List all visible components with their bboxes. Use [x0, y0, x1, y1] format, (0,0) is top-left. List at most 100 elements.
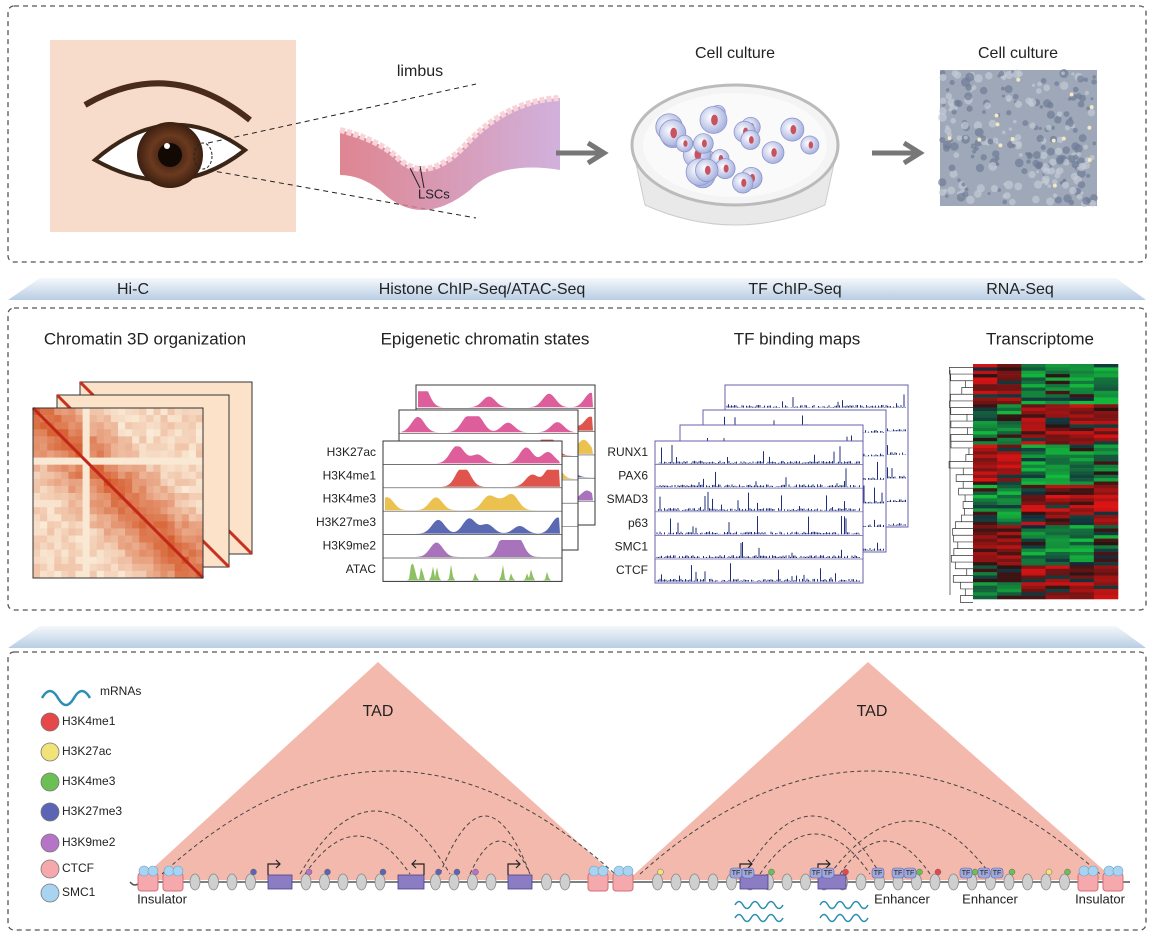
hic-cell: [132, 528, 140, 536]
photo-cell: [945, 93, 953, 100]
expression-cell: [997, 407, 1022, 412]
hic-cell: [103, 507, 112, 515]
expression-cell: [1045, 424, 1070, 429]
expression-cell: [997, 424, 1022, 429]
hic-cell: [132, 443, 140, 451]
gene: [397, 874, 425, 890]
expression-cell: [1093, 444, 1119, 449]
hic-cell: [195, 422, 204, 430]
expression-cell: [1045, 454, 1070, 459]
histone-mark: [305, 868, 313, 876]
nucleosome: [781, 873, 793, 891]
expression-cell: [1021, 421, 1046, 425]
hic-cell: [167, 549, 175, 558]
hic-cell: [160, 521, 168, 529]
photo-cell: [1052, 193, 1058, 198]
expression-cell: [1069, 377, 1095, 382]
photo-cell: [1046, 110, 1056, 119]
histone-mark: [435, 868, 442, 876]
hic-cell: [188, 478, 197, 487]
panel-box: [7, 651, 1147, 931]
tf-label: TF: [894, 870, 903, 877]
expression-cell: [1069, 451, 1095, 455]
photo-cell: [1056, 136, 1064, 143]
expression-cell: [1093, 535, 1119, 539]
hic-cell: [33, 415, 41, 423]
hic-cell: [146, 436, 154, 444]
hic-cell: [167, 485, 175, 494]
nucleus: [808, 141, 814, 149]
expression-cell: [1021, 582, 1046, 586]
photo-cell: [950, 142, 959, 151]
tf-signal: [656, 468, 860, 488]
expression-cell: [1045, 394, 1070, 398]
expression-cell: [1045, 565, 1070, 570]
hic-cell: [54, 443, 62, 451]
nucleosome: [855, 873, 867, 891]
hic-cell: [61, 507, 69, 515]
hic-cell: [195, 408, 204, 416]
photo-cell: [939, 73, 947, 82]
hic-cell: [82, 500, 90, 508]
hic-cell: [110, 408, 119, 416]
hic-cell: [96, 507, 105, 515]
hic-cell: [188, 485, 197, 494]
expression-cell: [973, 471, 998, 476]
hic-cell: [68, 478, 76, 487]
expression-cell: [1045, 451, 1070, 455]
smc1: [1087, 865, 1099, 877]
hic-cell: [54, 471, 62, 480]
hic-cell: [54, 514, 62, 522]
hic-cell: [103, 521, 112, 529]
hic-cell: [160, 443, 168, 451]
expression-cell: [1045, 384, 1070, 388]
hic-cell: [139, 408, 147, 416]
expression-cell: [997, 387, 1022, 392]
hic-cell: [174, 485, 183, 494]
photo-cell: [1014, 182, 1023, 191]
expression-cell: [1021, 468, 1046, 472]
expression-cell: [1069, 531, 1095, 536]
expression-cell: [997, 518, 1022, 523]
expression-cell: [973, 384, 998, 388]
hic-cell: [174, 507, 183, 515]
expression-cell: [1093, 565, 1119, 570]
nucleosome: [374, 873, 386, 891]
hic-cell: [160, 450, 168, 458]
hic-cell: [160, 464, 168, 473]
expression-cell: [1069, 437, 1095, 442]
hic-cell: [188, 507, 197, 515]
hic-cell: [110, 542, 119, 550]
expression-cell: [1069, 565, 1095, 570]
expression-cell: [1021, 431, 1046, 435]
hic-cell: [118, 528, 126, 536]
hic-cell: [54, 408, 62, 416]
expression-cell: [973, 417, 998, 422]
hic-cell: [132, 514, 140, 522]
hic-cell: [54, 464, 62, 473]
hic-cell: [68, 514, 76, 522]
expression-cell: [1045, 411, 1070, 415]
expression-cell: [1045, 521, 1070, 526]
photo-cell: [1076, 166, 1080, 170]
photo-cell: [1076, 152, 1082, 157]
photo-cell: [1001, 130, 1006, 135]
hic-cell: [125, 521, 133, 529]
photo-highlight: [1089, 105, 1094, 110]
zoom-line: [207, 83, 477, 144]
photo-cell: [953, 99, 961, 107]
nucleus: [701, 139, 707, 148]
smc1: [588, 865, 600, 877]
hic-cell: [33, 500, 41, 508]
hic-cell: [68, 450, 76, 458]
limbus-label: limbus: [397, 63, 443, 80]
photo-cell: [992, 150, 1000, 158]
expression-cell: [1093, 390, 1119, 395]
expression-cell: [1069, 431, 1095, 435]
expression-cell: [1069, 572, 1095, 576]
hic-cell: [153, 443, 161, 451]
legend-label: H3K4me3: [62, 774, 116, 788]
hic-cell: [174, 436, 183, 444]
expression-cell: [1045, 478, 1070, 482]
expression-cell: [1045, 364, 1070, 368]
